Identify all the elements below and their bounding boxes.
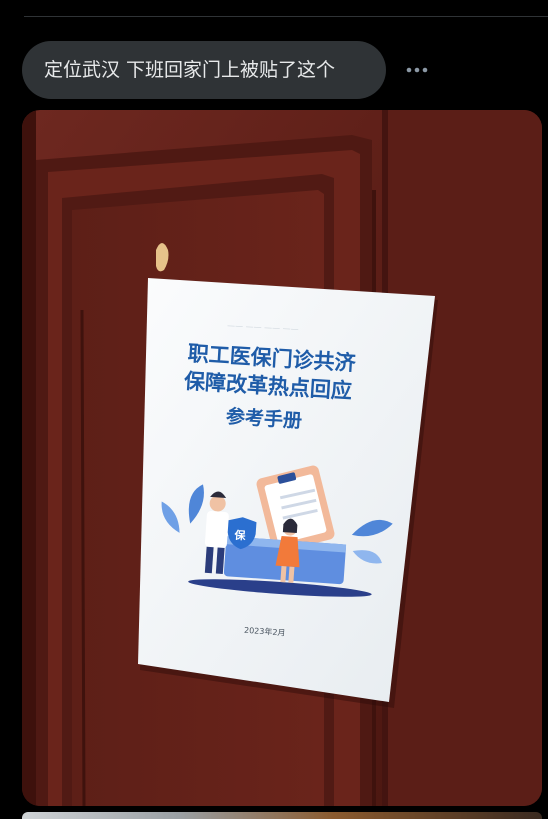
post-caption: 定位武汉 下班回家门上被贴了这个 [44,59,336,81]
shield-badge-char: 保 [233,528,247,543]
svg-text:—— —— —— ——: —— —— —— —— [227,321,299,334]
next-media-preview[interactable] [22,812,542,819]
pamphlet-illustration: 保 [161,465,393,597]
top-divider [24,16,548,17]
pamphlet-date: 2023年2月 [244,625,286,638]
door-photo: —— —— —— —— 职工医保门诊共济 保障改革热点回应 参考手册 [22,110,542,806]
ellipsis-horizontal-icon [406,67,428,73]
post-photo[interactable]: —— —— —— —— 职工医保门诊共济 保障改革热点回应 参考手册 [22,110,542,806]
pamphlet-subtitle: 参考手册 [225,405,302,433]
caption-pill: 定位武汉 下班回家门上被贴了这个 [22,41,386,99]
more-options-button[interactable] [400,56,434,84]
